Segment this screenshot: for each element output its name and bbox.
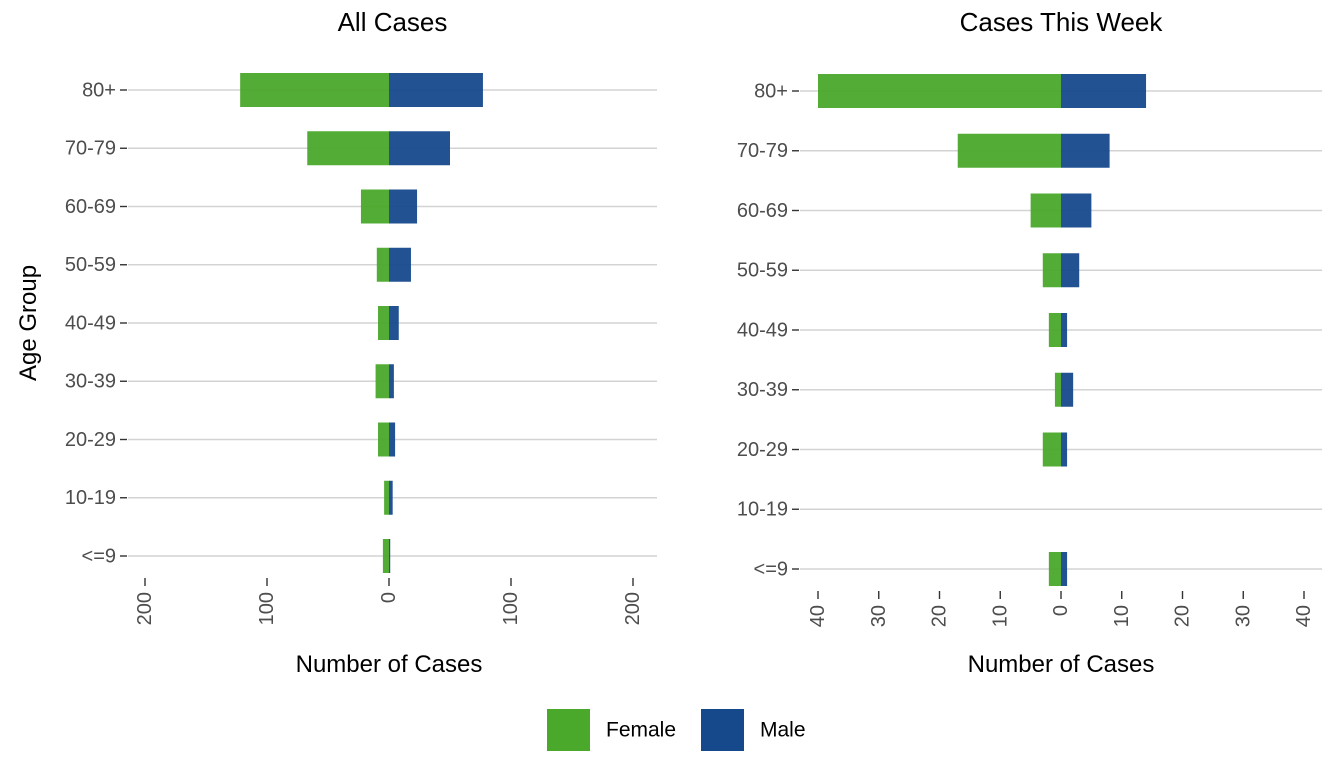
bar-female xyxy=(957,133,1061,168)
x-tick-label: 200 xyxy=(622,592,644,625)
bar-female xyxy=(384,480,389,515)
bar-male xyxy=(1061,313,1068,347)
x-tick-label: 100 xyxy=(500,592,522,625)
bar-male xyxy=(389,364,394,399)
bar-female xyxy=(307,131,389,166)
bar-male xyxy=(1061,552,1068,586)
bar-male xyxy=(1061,193,1092,228)
x-tick-label: 0 xyxy=(378,592,400,603)
legend-swatch-female xyxy=(547,709,590,751)
y-tick-label: 60-69 xyxy=(65,196,116,218)
bar-male xyxy=(389,73,483,107)
bar-female xyxy=(1054,372,1061,407)
chart-title: All Cases xyxy=(338,7,448,37)
bar-male xyxy=(389,480,393,515)
legend-swatch-male xyxy=(701,709,744,751)
legend: Female Male xyxy=(547,709,806,751)
y-tick-label: 70-79 xyxy=(737,140,788,162)
y-tick-label: 80+ xyxy=(754,80,788,102)
bar-male xyxy=(1061,432,1068,467)
bar-female xyxy=(382,539,389,573)
bar-female xyxy=(1042,253,1061,288)
y-tick-label: <=9 xyxy=(82,545,116,567)
chart-title: Cases This Week xyxy=(960,7,1164,37)
bar-female xyxy=(375,364,389,399)
x-axis-title: Number of Cases xyxy=(296,651,483,678)
y-tick-label: 70-79 xyxy=(65,138,116,160)
bar-female xyxy=(1030,193,1061,228)
bar-female xyxy=(378,306,389,340)
bar-female xyxy=(240,73,389,107)
y-tick-label: 30-39 xyxy=(737,379,788,401)
x-tick-label: 200 xyxy=(134,592,156,625)
bar-male xyxy=(1061,253,1080,288)
y-axis-title: Age Group xyxy=(15,265,42,381)
y-tick-label: 10-19 xyxy=(65,487,116,509)
bar-female xyxy=(818,74,1061,108)
x-tick-label: 20 xyxy=(929,605,951,627)
x-tick-label: 0 xyxy=(1050,605,1072,616)
bar-male xyxy=(389,247,411,282)
bar-male xyxy=(1061,74,1147,108)
y-tick-label: 20-29 xyxy=(65,429,116,451)
bar-female xyxy=(1042,432,1061,467)
x-tick-label: 40 xyxy=(1293,605,1315,627)
y-tick-label: 80+ xyxy=(82,79,116,101)
bar-female xyxy=(378,422,389,457)
x-tick-label: 40 xyxy=(807,605,829,627)
y-tick-label: 20-29 xyxy=(737,439,788,461)
y-tick-label: 40-49 xyxy=(65,312,116,334)
y-tick-label: 60-69 xyxy=(737,200,788,222)
y-tick-label: 50-59 xyxy=(737,260,788,282)
bar-male xyxy=(389,306,399,340)
x-tick-label: 30 xyxy=(868,605,890,627)
bar-male xyxy=(389,422,396,457)
legend-label: Female xyxy=(606,719,676,742)
bar-female xyxy=(376,247,389,282)
bar-male xyxy=(389,189,418,224)
y-tick-label: 30-39 xyxy=(65,371,116,393)
y-tick-label: 40-49 xyxy=(737,319,788,341)
y-tick-label: <=9 xyxy=(754,558,788,580)
x-tick-label: 10 xyxy=(1111,605,1133,627)
y-tick-label: 50-59 xyxy=(65,254,116,276)
x-tick-label: 10 xyxy=(989,605,1011,627)
x-tick-label: 100 xyxy=(256,592,278,625)
x-tick-label: 30 xyxy=(1232,605,1254,627)
bar-female xyxy=(360,189,389,224)
bar-male xyxy=(389,131,450,166)
bar-female xyxy=(1048,552,1061,586)
bar-male xyxy=(1061,372,1074,407)
bar-male xyxy=(1061,133,1110,168)
chart-panel-1: All Cases 80+ 70-79 60-69 50-59 40-49 30-39 20-… xyxy=(65,7,657,678)
chart-panel-2: Cases This Week 80+ 70-79 60-69 50-59 40-49 30… xyxy=(737,7,1322,678)
bar-male xyxy=(389,539,391,573)
legend-label: Male xyxy=(760,719,806,742)
y-tick-label: 10-19 xyxy=(737,499,788,521)
x-tick-label: 20 xyxy=(1172,605,1194,627)
x-axis-title: Number of Cases xyxy=(968,651,1155,678)
bar-female xyxy=(1048,313,1061,347)
